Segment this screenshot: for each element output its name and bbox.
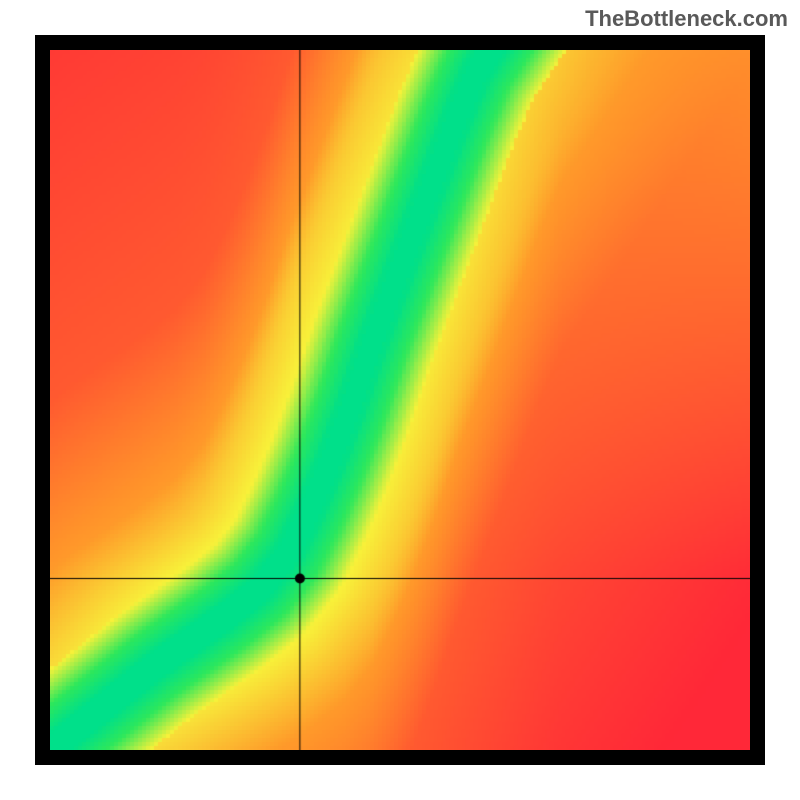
chart-container: TheBottleneck.com <box>0 0 800 800</box>
plot-frame <box>35 35 765 765</box>
heatmap-canvas <box>50 50 750 750</box>
attribution-text: TheBottleneck.com <box>585 6 788 32</box>
plot-area <box>50 50 750 750</box>
